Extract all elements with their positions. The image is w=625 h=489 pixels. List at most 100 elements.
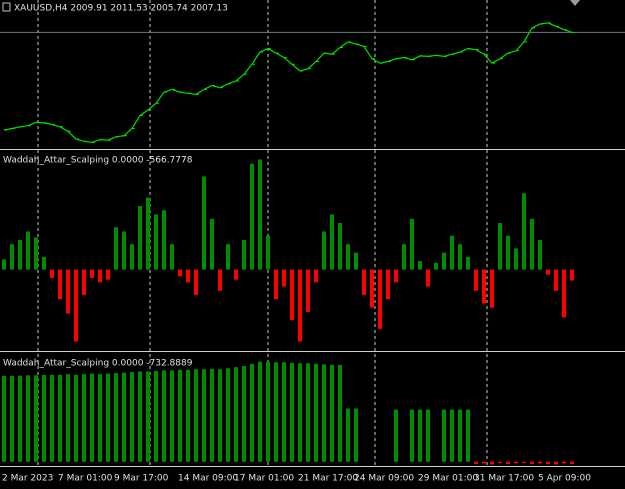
- price-line: [3, 22, 573, 144]
- histogram-bar: [66, 374, 70, 462]
- histogram-bar: [138, 206, 142, 270]
- histogram-bar: [106, 373, 110, 462]
- shift-marker: [570, 0, 580, 6]
- x-tick-label: 17 Mar 01:00: [234, 474, 294, 484]
- histogram-bar: [538, 239, 542, 270]
- histogram-bar: [354, 408, 358, 462]
- histogram-bar: [298, 269, 302, 342]
- histogram-bar: [450, 235, 454, 270]
- histogram-bar: [106, 269, 110, 280]
- histogram-bar: [506, 461, 510, 464]
- histogram-bar: [18, 239, 22, 270]
- histogram-bar: [162, 370, 166, 462]
- histogram-bar: [74, 269, 78, 342]
- x-tick-label: 24 Mar 09:00: [354, 474, 414, 484]
- histogram-bar: [546, 461, 550, 464]
- histogram-bar: [82, 374, 86, 462]
- histogram-bar: [2, 259, 6, 270]
- histogram-bar: [114, 227, 118, 270]
- histogram-bar: [474, 461, 478, 464]
- histogram-bar: [98, 374, 102, 462]
- histogram-bar: [226, 244, 230, 270]
- histogram-bar: [34, 237, 38, 270]
- histogram-bar: [426, 269, 430, 287]
- histogram-bar: [146, 371, 150, 462]
- histogram-bar: [170, 244, 174, 270]
- histogram-bar: [178, 369, 182, 462]
- histogram-bar: [522, 193, 526, 270]
- histogram-bar: [42, 256, 46, 270]
- histogram-bar: [234, 367, 238, 462]
- histogram-bar: [458, 409, 462, 462]
- histogram-bar: [50, 269, 54, 279]
- histogram-bar: [114, 373, 118, 462]
- histogram-bar: [194, 369, 198, 462]
- x-tick-label: 29 Mar 01:00: [418, 474, 478, 484]
- histogram-bar: [50, 374, 54, 462]
- x-tick-label: 2 Mar 2023: [2, 474, 53, 484]
- histogram-bar: [242, 239, 246, 270]
- histogram-bar: [210, 218, 214, 270]
- histogram-bar: [234, 269, 238, 280]
- histogram-bar: [490, 269, 494, 308]
- histogram-bar: [514, 461, 518, 464]
- histogram-bar: [522, 461, 526, 463]
- histogram-bar: [410, 409, 414, 462]
- histogram-bar: [218, 369, 222, 462]
- histogram-bar: [530, 218, 534, 270]
- histogram-bar: [274, 269, 278, 300]
- histogram-bar: [274, 362, 278, 462]
- histogram-bar: [322, 364, 326, 462]
- histogram-bar: [314, 363, 318, 462]
- x-tick-label: 14 Mar 09:00: [178, 474, 238, 484]
- histogram-bar: [546, 269, 550, 275]
- histogram-bar: [130, 372, 134, 462]
- histogram-bar: [18, 375, 22, 462]
- histogram-bar: [514, 248, 518, 270]
- histogram-bar: [290, 362, 294, 462]
- histogram-bar: [570, 269, 574, 281]
- histogram-bar: [474, 269, 478, 291]
- histogram-bar: [506, 235, 510, 270]
- histogram-bar: [458, 244, 462, 270]
- histogram-bar: [410, 218, 414, 270]
- histogram-bar: [26, 375, 30, 462]
- histogram-bar: [122, 231, 126, 270]
- histogram-bar: [450, 409, 454, 462]
- x-tick-label: 7 Mar 01:00: [58, 474, 113, 484]
- histogram-bar: [378, 269, 382, 329]
- histogram-bar: [202, 369, 206, 462]
- histogram-bar: [218, 269, 222, 291]
- histogram-bar: [258, 159, 262, 270]
- histogram-bar: [338, 364, 342, 462]
- histogram-bar: [202, 176, 206, 270]
- histogram-bar: [154, 214, 158, 270]
- histogram-bar: [138, 371, 142, 462]
- histogram-bar: [42, 374, 46, 462]
- histogram-bar: [242, 366, 246, 462]
- chart-title: XAUUSD,H4 2009.91 2011.53 2005.74 2007.1…: [14, 4, 228, 14]
- histogram-bar: [178, 269, 182, 277]
- histogram-bar: [74, 374, 78, 462]
- histogram-bar: [570, 461, 574, 464]
- histogram-bar: [266, 235, 270, 270]
- histogram-bar: [418, 409, 422, 462]
- histogram-bar: [186, 369, 190, 462]
- histogram-bar: [58, 374, 62, 462]
- histogram-bar: [290, 269, 294, 321]
- histogram-bar: [162, 210, 166, 270]
- histogram-bar: [442, 409, 446, 462]
- histogram-bar: [194, 269, 198, 295]
- histogram-bar: [434, 262, 438, 270]
- histogram-bar: [170, 370, 174, 462]
- x-tick-label: 5 Apr 09:00: [538, 474, 591, 484]
- histogram-bar: [66, 269, 70, 314]
- histogram-bar: [466, 256, 470, 270]
- histogram-bar: [322, 231, 326, 270]
- histogram-bar: [330, 214, 334, 270]
- histogram-bar: [26, 231, 30, 270]
- histogram-bar: [554, 461, 558, 465]
- histogram-bar: [370, 269, 374, 308]
